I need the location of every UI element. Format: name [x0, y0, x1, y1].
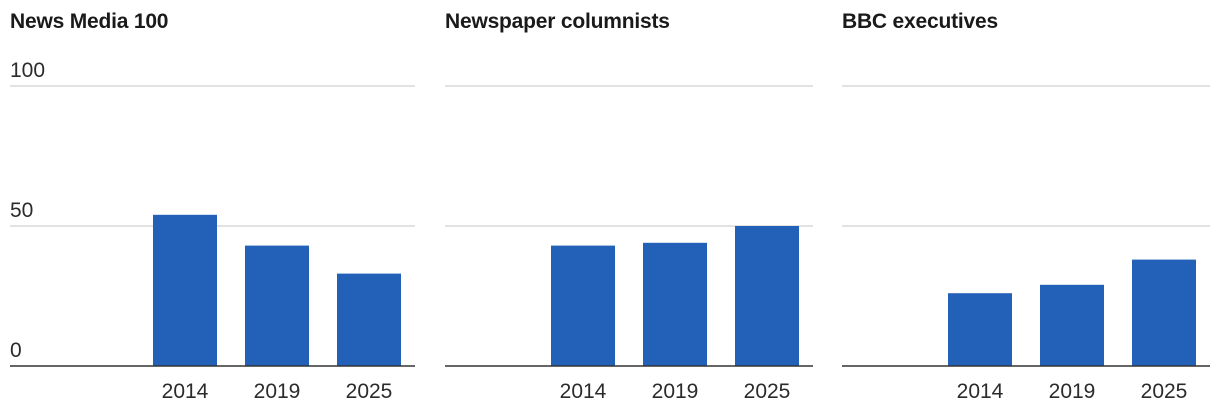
y-tick-label: 0: [10, 339, 22, 362]
bar-2014: [948, 293, 1012, 366]
bar-2019: [1040, 284, 1104, 366]
x-tick-label: 2025: [1141, 380, 1188, 403]
chart-panel-bbc-executives: BBC executives 2014 2019 2025: [842, 0, 1210, 416]
bar-chart-newspaper-columnists: 2014 2019 2025: [445, 85, 813, 403]
x-tick-label: 2019: [652, 380, 699, 403]
x-tick-label: 2014: [560, 380, 607, 403]
x-tick-label: 2025: [346, 380, 393, 403]
y-tick-label: 100: [10, 59, 45, 82]
panel-title: BBC executives: [842, 10, 998, 33]
chart-panel-newspaper-columnists: Newspaper columnists 2014 2019 2025: [445, 0, 813, 416]
bar-2019: [643, 242, 707, 366]
chart-panel-news-media-100: News Media 100 100 50 0 2014 2019 2025: [10, 0, 415, 416]
x-tick-label: 2025: [744, 380, 791, 403]
x-tick-label: 2014: [957, 380, 1004, 403]
bar-2025: [1132, 259, 1196, 366]
x-tick-label: 2019: [1049, 380, 1096, 403]
bar-2019: [245, 245, 309, 366]
bar-2014: [153, 214, 217, 366]
x-tick-label: 2019: [254, 380, 301, 403]
bar-chart-news-media-100: 100 50 0 2014 2019 2025: [10, 59, 415, 403]
bar-2025: [735, 226, 799, 366]
panel-title: Newspaper columnists: [445, 10, 670, 33]
panel-title: News Media 100: [10, 10, 169, 33]
y-tick-label: 50: [10, 199, 33, 222]
bar-2025: [337, 273, 401, 366]
bar-2014: [551, 245, 615, 366]
x-tick-label: 2014: [162, 380, 209, 403]
bar-chart-bbc-executives: 2014 2019 2025: [842, 85, 1210, 403]
